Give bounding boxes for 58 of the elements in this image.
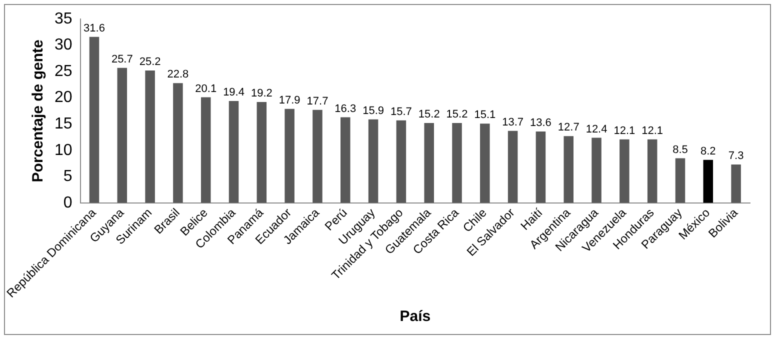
bar (731, 164, 741, 203)
bar (256, 102, 267, 203)
bar (340, 117, 350, 203)
bar (592, 138, 602, 203)
y-tick-label: 5 (63, 168, 72, 186)
data-label: 17.9 (278, 94, 300, 106)
y-tick-label: 0 (63, 194, 72, 212)
data-label: 15.7 (390, 106, 412, 118)
data-label: 22.8 (167, 68, 189, 81)
bar (480, 124, 490, 203)
bar (647, 139, 658, 203)
bar (284, 108, 294, 203)
y-axis-title: Porcentaje de gente (30, 40, 47, 182)
data-label: 15.1 (474, 109, 496, 122)
y-tick-label: 20 (54, 89, 72, 106)
bar (368, 119, 378, 203)
bar (396, 120, 406, 203)
y-tick-label: 10 (54, 142, 72, 159)
x-axis-title: País (400, 308, 431, 326)
data-label: 31.6 (84, 22, 105, 34)
bar (564, 136, 574, 203)
data-label: 12.1 (614, 124, 636, 137)
bar (200, 97, 211, 203)
data-label: 17.7 (306, 95, 328, 108)
bar (424, 123, 434, 203)
data-label: 25.2 (139, 56, 161, 68)
data-label: 12.4 (586, 123, 608, 136)
data-label: 12.7 (558, 122, 580, 134)
bar (173, 83, 183, 203)
bar (228, 100, 239, 203)
data-label: 20.1 (195, 82, 217, 95)
data-label: 16.3 (334, 102, 356, 115)
data-label: 8.2 (700, 145, 716, 158)
data-label: 7.3 (728, 150, 744, 162)
bar (703, 160, 714, 203)
bar (145, 70, 155, 203)
data-label: 15.2 (418, 108, 440, 121)
y-tick-label: 15 (54, 116, 72, 133)
data-label: 25.7 (111, 53, 133, 66)
data-label: 15.9 (362, 104, 384, 117)
bar (675, 158, 686, 203)
data-label: 15.2 (446, 108, 468, 121)
bar (312, 110, 322, 203)
data-label: 12.1 (642, 124, 664, 137)
bar (452, 123, 462, 203)
bar (620, 139, 630, 203)
y-tick-label: 35 (54, 10, 72, 28)
data-label: 13.6 (530, 116, 552, 129)
bar (536, 131, 546, 203)
data-label: 13.7 (502, 116, 524, 128)
y-tick-label: 30 (54, 36, 72, 54)
bar (508, 130, 518, 203)
data-label: 8.5 (672, 144, 688, 156)
bar (117, 68, 128, 203)
y-tick-label: 25 (54, 62, 72, 80)
data-label: 19.2 (250, 88, 272, 100)
data-label: 19.4 (223, 86, 244, 99)
bar (89, 36, 100, 203)
